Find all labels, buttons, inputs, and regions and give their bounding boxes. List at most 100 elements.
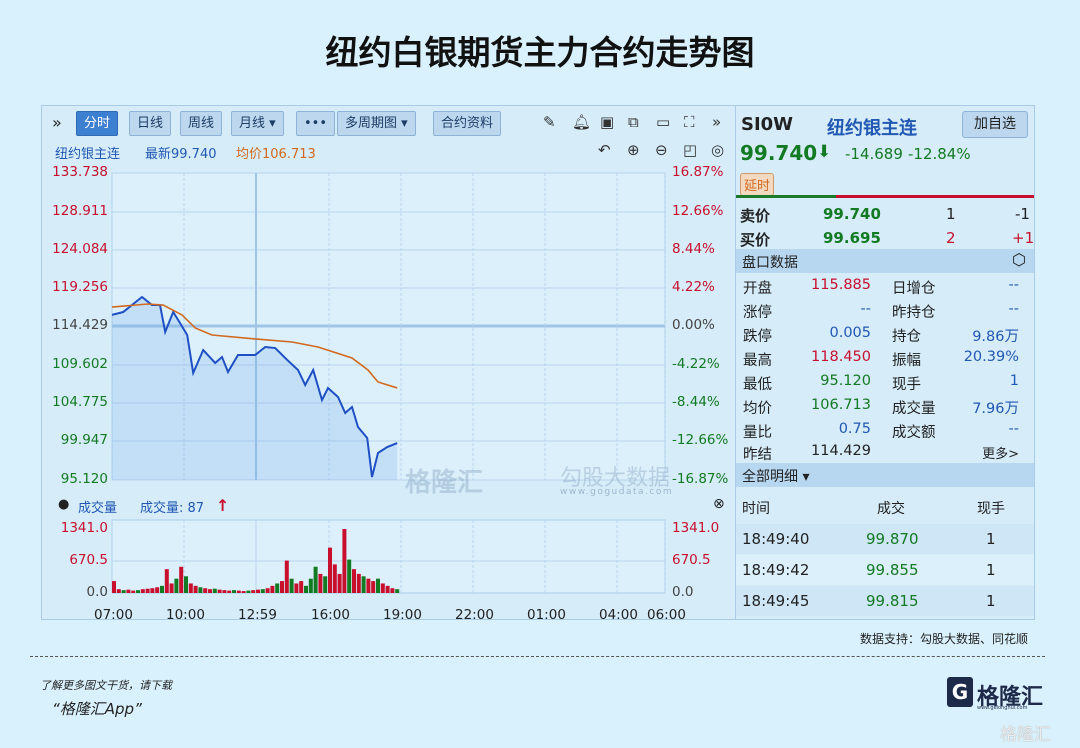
percent-tick-label: -12.66% bbox=[672, 432, 729, 448]
pankou-value: -- bbox=[1008, 421, 1019, 437]
volume-bar bbox=[241, 591, 246, 593]
pankou-value: 106.713 bbox=[811, 397, 871, 413]
latest-price: 最新99.740 bbox=[145, 147, 217, 162]
settings-icon[interactable]: ⬡ bbox=[1012, 250, 1026, 269]
percent-tick-label: 16.87% bbox=[672, 164, 724, 180]
volume-bar bbox=[299, 581, 304, 593]
close-icon[interactable]: ⊗ bbox=[713, 496, 725, 512]
tab-intraday[interactable]: 分时 bbox=[76, 111, 119, 136]
data-source: 数据支持：勾股大数据、同花顺 bbox=[859, 632, 1028, 646]
detail-dropdown[interactable]: 全部明细 ▾ bbox=[742, 469, 810, 485]
settings-icon[interactable]: ◎ bbox=[711, 141, 725, 159]
logo-url: www.gelonghui.com bbox=[977, 705, 1028, 711]
volume-bar bbox=[366, 578, 371, 593]
tab-weekly[interactable]: 周线 bbox=[180, 111, 223, 136]
percent-tick-label: 4.22% bbox=[672, 279, 715, 295]
multi-period-button[interactable]: 多周期图 ▾ bbox=[337, 111, 416, 136]
price-change: -14.689 bbox=[845, 145, 903, 163]
symbol-name: 纽约银主连 bbox=[827, 118, 917, 139]
camera-icon[interactable]: ▣ bbox=[600, 113, 615, 131]
pankou-title: 盘口数据 bbox=[742, 255, 798, 271]
collapse-icon[interactable]: » bbox=[52, 113, 62, 132]
up-arrow-icon: ↑ bbox=[216, 496, 230, 515]
more-link[interactable]: 更多> bbox=[982, 447, 1019, 462]
down-arrow-icon: ⬇ bbox=[817, 142, 832, 162]
volume-bar bbox=[208, 589, 212, 593]
volume-bar bbox=[251, 590, 256, 593]
volume-bar bbox=[361, 576, 366, 593]
volume-bar bbox=[332, 564, 337, 593]
volume-bar bbox=[169, 583, 174, 593]
pankou-label: 涨停 bbox=[743, 305, 772, 321]
volume-plot-area bbox=[111, 519, 666, 594]
price-tick-label: 95.120 bbox=[60, 471, 108, 487]
volume-bar bbox=[294, 583, 299, 593]
volume-bar bbox=[232, 590, 236, 593]
time-tick-label: 16:00 bbox=[311, 607, 350, 623]
pankou-value: 20.39% bbox=[963, 349, 1019, 365]
price-tick-label: 133.738 bbox=[52, 164, 108, 180]
volume-bar bbox=[131, 590, 136, 593]
detail-price: 99.815 bbox=[866, 592, 919, 610]
undo-icon[interactable]: ↶ bbox=[598, 141, 611, 159]
zoom-out-icon[interactable]: ⊖ bbox=[655, 141, 668, 159]
zoom-in-icon[interactable]: ⊕ bbox=[627, 141, 640, 159]
bid-ratio-bar bbox=[736, 195, 836, 198]
symbol-code: SI0W bbox=[741, 114, 794, 135]
add-watchlist-button[interactable]: 加自选 bbox=[962, 111, 1028, 138]
detail-time: 18:49:45 bbox=[742, 592, 810, 610]
volume-tick-label-right: 0.0 bbox=[672, 584, 694, 600]
volume-bar bbox=[284, 560, 289, 593]
pankou-value: -- bbox=[1008, 277, 1019, 293]
copy-icon[interactable]: ⧉ bbox=[628, 113, 639, 131]
volume-bar bbox=[304, 585, 308, 593]
pankou-label: 开盘 bbox=[743, 281, 772, 297]
price-tick-label: 104.775 bbox=[52, 394, 108, 410]
bell-icon[interactable]: 🔔︎ bbox=[572, 113, 592, 131]
time-tick-label: 19:00 bbox=[383, 607, 422, 623]
volume-tick-label-right: 670.5 bbox=[672, 552, 711, 568]
pankou-header bbox=[736, 249, 1034, 273]
price-area-fill bbox=[112, 296, 398, 480]
pankou-label: 现手 bbox=[892, 377, 921, 393]
volume-bar bbox=[385, 585, 390, 593]
price-tick-label: 114.429 bbox=[52, 317, 108, 333]
volume-bar bbox=[246, 590, 251, 593]
bid-change: +1 bbox=[1012, 229, 1035, 247]
percent-tick-label: -16.87% bbox=[672, 471, 729, 487]
volume-bar bbox=[270, 585, 275, 593]
detail-row bbox=[736, 555, 1034, 585]
detail-qty: 1 bbox=[986, 592, 996, 610]
volume-bar bbox=[356, 573, 361, 593]
volume-bar bbox=[342, 529, 347, 593]
contract-info-button[interactable]: 合约资料 bbox=[433, 111, 502, 136]
watermark-url: www.gogudata.com bbox=[560, 487, 674, 497]
fullscreen-icon[interactable]: ⛶ bbox=[684, 113, 695, 131]
tab-daily[interactable]: 日线 bbox=[129, 111, 172, 136]
logo-text: 格隆汇 bbox=[977, 685, 1044, 710]
volume-bar bbox=[203, 588, 208, 593]
price-tick-label: 128.911 bbox=[52, 203, 108, 219]
watermark-data: 勾股大数据 bbox=[560, 466, 671, 491]
volume-bar bbox=[275, 583, 280, 593]
delay-badge: 延时 bbox=[740, 173, 775, 196]
volume-bar bbox=[328, 547, 332, 593]
volume-bar bbox=[179, 566, 184, 593]
layout-icon[interactable]: ◰ bbox=[683, 141, 698, 159]
average-price: 均价106.713 bbox=[236, 147, 316, 162]
volume-bar bbox=[318, 573, 323, 593]
volume-toggle-icon[interactable]: ● bbox=[58, 497, 70, 512]
pankou-value: 0.75 bbox=[838, 421, 871, 437]
expand-right-icon[interactable]: » bbox=[712, 113, 722, 131]
monitor-icon[interactable]: ▭ bbox=[656, 113, 671, 131]
price-tick-label: 119.256 bbox=[52, 279, 108, 295]
watermark-brand: 格隆汇 bbox=[405, 468, 484, 498]
pencil-icon[interactable]: ✎ bbox=[543, 113, 556, 131]
more-button[interactable]: ••• bbox=[296, 111, 336, 136]
volume-bar bbox=[155, 587, 160, 593]
tab-monthly[interactable]: 月线 ▾ bbox=[231, 111, 284, 136]
pankou-label: 日增仓 bbox=[892, 281, 936, 297]
pankou-value: 7.96万 bbox=[972, 401, 1019, 417]
percent-tick-label: -4.22% bbox=[672, 356, 720, 372]
